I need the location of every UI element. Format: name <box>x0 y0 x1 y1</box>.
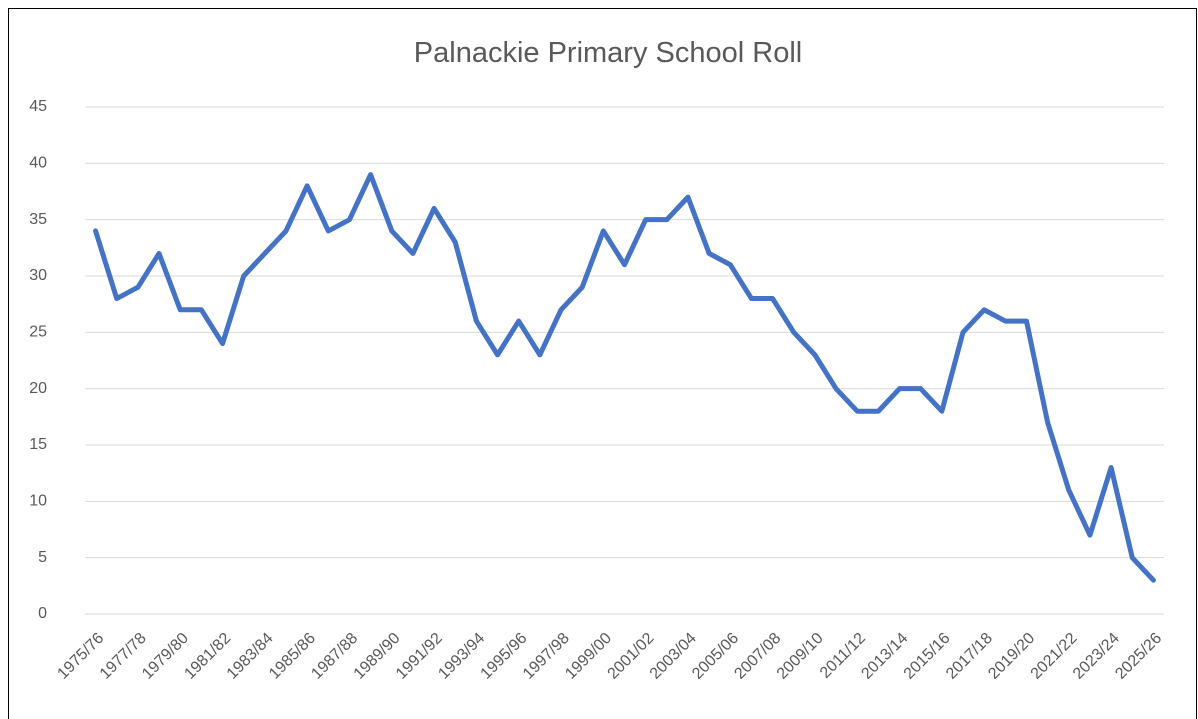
y-tick-label: 15 <box>29 436 47 453</box>
y-tick-label: 10 <box>29 493 47 510</box>
y-tick-label: 25 <box>29 324 47 341</box>
chart-border <box>8 8 1197 719</box>
chart-title: Palnackie Primary School Roll <box>414 37 802 69</box>
y-tick-label: 40 <box>29 155 47 172</box>
y-tick-label: 5 <box>38 549 47 566</box>
y-tick-label: 45 <box>29 98 47 115</box>
y-tick-label: 20 <box>29 380 47 397</box>
y-tick-label: 0 <box>38 605 47 622</box>
data-line <box>93 172 1156 583</box>
y-tick-label: 35 <box>29 211 47 228</box>
y-tick-label: 30 <box>29 267 47 284</box>
